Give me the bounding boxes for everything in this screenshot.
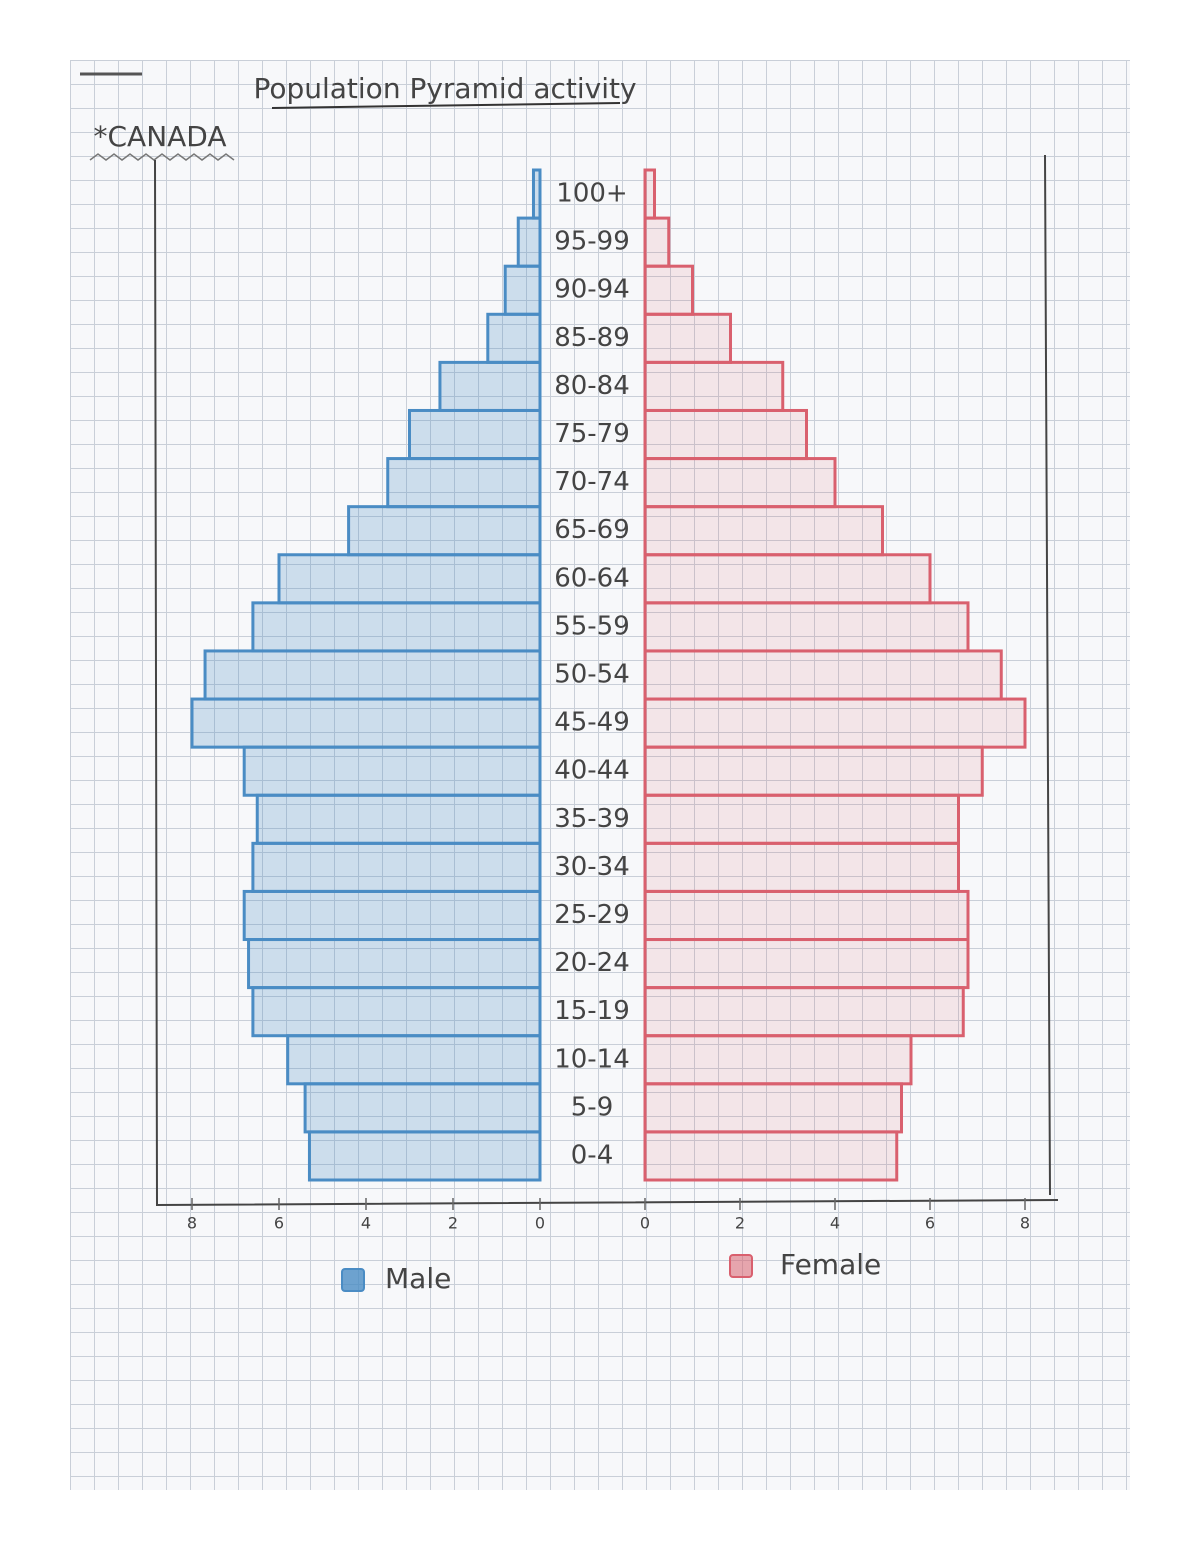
female-bar	[643, 360, 785, 412]
female-bar	[643, 1034, 913, 1086]
female-bar	[643, 264, 694, 316]
female-bar	[643, 312, 732, 364]
category-label: 55-59	[554, 611, 630, 641]
female-bar	[643, 745, 984, 797]
category-label: 35-39	[554, 804, 630, 834]
female-bar	[643, 697, 1027, 749]
category-label: 25-29	[554, 900, 630, 930]
male-tick-label: 2	[448, 1214, 458, 1233]
male-bar	[438, 360, 542, 412]
legend-swatch	[729, 1254, 753, 1278]
category-label: 40-44	[554, 756, 630, 786]
chart-frame	[154, 154, 1059, 1207]
female-bar	[643, 889, 970, 942]
chart-subtitle: *CANADA	[93, 120, 226, 153]
chart-title: Population Pyramid activity	[253, 72, 636, 105]
category-label: 70-74	[554, 467, 630, 497]
female-bar	[643, 601, 970, 653]
male-bar	[190, 697, 542, 749]
category-label: 45-49	[554, 708, 630, 738]
male-tick-label: 6	[274, 1214, 284, 1233]
male-bar	[247, 938, 542, 990]
female-bar	[643, 841, 960, 893]
male-bar	[251, 841, 542, 893]
legend-label: Female	[780, 1248, 881, 1281]
female-bar	[643, 216, 671, 268]
category-label: 75-79	[554, 419, 630, 449]
male-bar	[242, 745, 542, 797]
male-bar	[408, 408, 542, 461]
category-label: 30-34	[554, 852, 630, 882]
female-bar	[643, 986, 965, 1038]
male-bar	[255, 793, 542, 845]
category-label: 60-64	[554, 563, 630, 593]
male-bar	[307, 1130, 542, 1182]
male-tick-label: 0	[535, 1214, 545, 1233]
category-label: 80-84	[554, 371, 630, 401]
category-label: 10-14	[554, 1044, 630, 1074]
male-bar	[516, 216, 542, 268]
male-bar	[486, 312, 542, 364]
male-bar	[386, 457, 542, 509]
title-underline	[271, 102, 621, 109]
male-tick-label: 8	[187, 1214, 197, 1233]
female-bar	[643, 505, 884, 557]
female-bar	[643, 1130, 899, 1182]
category-label: 90-94	[554, 275, 630, 305]
female-bar	[643, 553, 932, 605]
female-bar	[643, 649, 1003, 701]
female-bar	[643, 938, 970, 990]
male-bar	[531, 168, 542, 220]
female-tick-label: 2	[735, 1214, 745, 1233]
category-label: 0-4	[571, 1140, 613, 1170]
male-bar	[203, 649, 542, 701]
male-bar	[242, 889, 542, 942]
male-bar	[286, 1034, 542, 1086]
female-bar	[643, 168, 656, 220]
male-bar	[303, 1082, 542, 1134]
male-bar	[251, 601, 542, 653]
female-bar	[643, 1082, 903, 1134]
category-label: 95-99	[554, 227, 630, 257]
category-label: 5-9	[571, 1092, 613, 1122]
legend-swatch	[341, 1268, 365, 1292]
legend-label: Male	[385, 1262, 451, 1295]
female-bar	[643, 793, 960, 845]
male-tick-label: 4	[361, 1214, 371, 1233]
male-bar	[503, 264, 542, 316]
graph-paper	[70, 60, 1130, 1490]
category-label: 50-54	[554, 660, 630, 690]
category-label: 20-24	[554, 948, 630, 978]
male-bar	[277, 553, 542, 605]
female-tick-label: 0	[640, 1214, 650, 1233]
male-bar	[347, 505, 542, 557]
subtitle-squiggle	[89, 153, 235, 161]
category-label: 100+	[556, 179, 627, 209]
male-bar	[251, 986, 542, 1038]
category-label: 65-69	[554, 515, 630, 545]
female-tick-label: 8	[1020, 1214, 1030, 1233]
female-bar	[643, 408, 808, 461]
female-bar	[643, 457, 837, 509]
category-label: 15-19	[554, 996, 630, 1026]
female-tick-label: 6	[925, 1214, 935, 1233]
female-tick-label: 4	[830, 1214, 840, 1233]
category-label: 85-89	[554, 323, 630, 353]
